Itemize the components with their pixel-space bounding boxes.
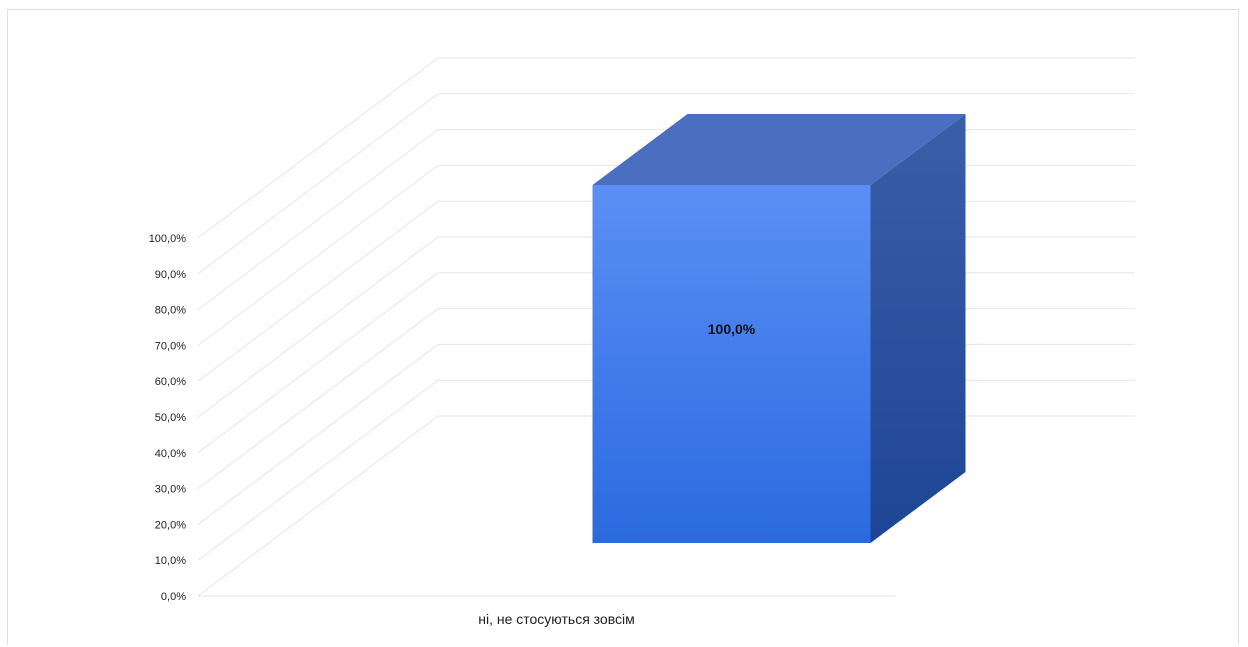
- y-axis-ticks: 0,0% 10,0% 20,0% 30,0% 40,0% 50,0% 60,0% 70,0% 8…: [149, 233, 187, 603]
- gridline-side: [197, 343, 439, 525]
- y-tick-label: 90,0%: [155, 269, 186, 281]
- y-tick-label: 70,0%: [155, 340, 186, 352]
- bar-top-face: [592, 114, 966, 185]
- y-tick-label: 10,0%: [155, 555, 186, 567]
- gridline-side: [197, 272, 439, 454]
- gridline-side: [197, 308, 439, 490]
- bar: 100,0%: [592, 114, 966, 543]
- y-tick-label: 50,0%: [155, 412, 186, 424]
- gridline-side: [197, 57, 439, 239]
- data-label: 100,0%: [708, 321, 756, 337]
- y-tick-label: 20,0%: [155, 519, 186, 531]
- bar-front-face: [592, 185, 871, 543]
- y-tick-label: 100,0%: [149, 233, 187, 245]
- y-tick-label: 40,0%: [155, 448, 186, 460]
- y-tick-label: 60,0%: [155, 376, 186, 388]
- gridline-side: [197, 415, 439, 597]
- x-axis-categories: ні, не стосуються зовсім: [478, 611, 635, 627]
- bars: 100,0%: [592, 114, 966, 543]
- bar-side-face: [870, 114, 966, 543]
- x-category-label: ні, не стосуються зовсім: [478, 611, 635, 627]
- gridline-side: [197, 164, 439, 346]
- y-tick-label: 80,0%: [155, 305, 186, 317]
- y-tick-label: 30,0%: [155, 484, 186, 496]
- y-tick-label: 0,0%: [161, 591, 186, 603]
- gridline-side: [197, 200, 439, 382]
- gridline-side: [197, 129, 439, 311]
- gridline-side: [197, 93, 439, 275]
- gridline-side: [197, 379, 439, 561]
- gridline-side: [197, 236, 439, 418]
